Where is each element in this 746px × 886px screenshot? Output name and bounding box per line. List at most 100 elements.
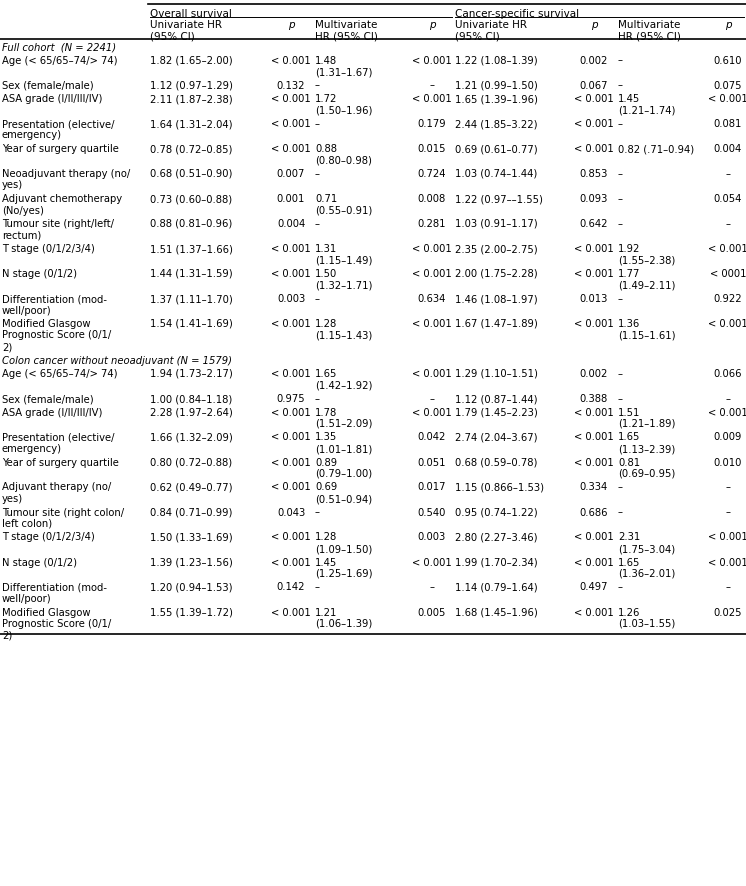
Text: Multivariate: Multivariate — [618, 20, 680, 30]
Text: 0.093: 0.093 — [580, 194, 608, 204]
Text: < 0.001: < 0.001 — [574, 319, 614, 329]
Text: well/poor): well/poor) — [2, 305, 51, 315]
Text: 1.46 (1.08–1.97): 1.46 (1.08–1.97) — [455, 293, 538, 304]
Text: 0.042: 0.042 — [418, 432, 446, 442]
Text: 0.540: 0.540 — [418, 507, 446, 517]
Text: < 0.001: < 0.001 — [574, 144, 614, 154]
Text: 0.007: 0.007 — [277, 169, 305, 179]
Text: 1.65 (1.39–1.96): 1.65 (1.39–1.96) — [455, 94, 538, 104]
Text: yes): yes) — [2, 180, 23, 190]
Text: (1.49–2.11): (1.49–2.11) — [618, 280, 675, 291]
Text: 1.22 (1.08–1.39): 1.22 (1.08–1.39) — [455, 56, 538, 66]
Text: 0.95 (0.74–1.22): 0.95 (0.74–1.22) — [455, 507, 538, 517]
Text: –: – — [315, 507, 320, 517]
Text: 1.37 (1.11–1.70): 1.37 (1.11–1.70) — [150, 293, 233, 304]
Text: < 0.001: < 0.001 — [412, 268, 452, 279]
Text: 1.45: 1.45 — [315, 557, 337, 567]
Text: –: – — [315, 582, 320, 592]
Text: 1.78: 1.78 — [315, 407, 337, 417]
Text: –: – — [315, 293, 320, 304]
Text: Prognostic Score (0/1/: Prognostic Score (0/1/ — [2, 618, 111, 628]
Text: Sex (female/male): Sex (female/male) — [2, 81, 94, 90]
Text: rectum): rectum) — [2, 230, 41, 240]
Text: –: – — [618, 369, 623, 378]
Text: –: – — [726, 169, 730, 179]
Text: 0.634: 0.634 — [418, 293, 446, 304]
Text: < 0.001: < 0.001 — [271, 432, 311, 442]
Text: –: – — [726, 507, 730, 517]
Text: < 0.001: < 0.001 — [574, 119, 614, 128]
Text: 0.013: 0.013 — [580, 293, 608, 304]
Text: < 0.001: < 0.001 — [708, 532, 746, 542]
Text: Full cohort  (N = 2241): Full cohort (N = 2241) — [2, 42, 116, 52]
Text: (1.25–1.69): (1.25–1.69) — [315, 568, 372, 579]
Text: 1.21: 1.21 — [315, 607, 337, 617]
Text: –: – — [618, 219, 623, 229]
Text: ASA grade (I/II/III/IV): ASA grade (I/II/III/IV) — [2, 94, 102, 104]
Text: 0.71: 0.71 — [315, 194, 337, 204]
Text: (1.21–1.89): (1.21–1.89) — [618, 418, 675, 429]
Text: 1.29 (1.10–1.51): 1.29 (1.10–1.51) — [455, 369, 538, 378]
Text: 0.003: 0.003 — [418, 532, 446, 542]
Text: 0.067: 0.067 — [580, 81, 608, 90]
Text: –: – — [618, 194, 623, 204]
Text: T stage (0/1/2/3/4): T stage (0/1/2/3/4) — [2, 532, 95, 542]
Text: 1.79 (1.45–2.23): 1.79 (1.45–2.23) — [455, 407, 538, 417]
Text: 1.12 (0.87–1.44): 1.12 (0.87–1.44) — [455, 393, 538, 403]
Text: 0.975: 0.975 — [277, 393, 305, 403]
Text: 0.081: 0.081 — [714, 119, 742, 128]
Text: < 0.001: < 0.001 — [708, 244, 746, 253]
Text: < 0.001: < 0.001 — [271, 56, 311, 66]
Text: (1.15–1.61): (1.15–1.61) — [618, 330, 675, 340]
Text: 0.017: 0.017 — [418, 482, 446, 492]
Text: 1.48: 1.48 — [315, 56, 337, 66]
Text: 0.686: 0.686 — [580, 507, 608, 517]
Text: (1.15–1.49): (1.15–1.49) — [315, 255, 372, 265]
Text: Adjuvant therapy (no/: Adjuvant therapy (no/ — [2, 482, 111, 492]
Text: 0.68 (0.51–0.90): 0.68 (0.51–0.90) — [150, 169, 232, 179]
Text: 0.922: 0.922 — [714, 293, 742, 304]
Text: 1.44 (1.31–1.59): 1.44 (1.31–1.59) — [150, 268, 233, 279]
Text: –: – — [726, 482, 730, 492]
Text: –: – — [430, 582, 434, 592]
Text: < 0.001: < 0.001 — [271, 268, 311, 279]
Text: 2.44 (1.85–3.22): 2.44 (1.85–3.22) — [455, 119, 538, 128]
Text: 0.004: 0.004 — [277, 219, 305, 229]
Text: –: – — [618, 169, 623, 179]
Text: (1.75–3.04): (1.75–3.04) — [618, 543, 675, 554]
Text: < 0.001: < 0.001 — [574, 407, 614, 417]
Text: 1.26: 1.26 — [618, 607, 640, 617]
Text: 1.39 (1.23–1.56): 1.39 (1.23–1.56) — [150, 557, 233, 567]
Text: 1.12 (0.97–1.29): 1.12 (0.97–1.29) — [150, 81, 233, 90]
Text: Overall survival: Overall survival — [150, 9, 232, 19]
Text: 2.31: 2.31 — [618, 532, 640, 542]
Text: 0.69: 0.69 — [315, 482, 337, 492]
Text: –: – — [315, 119, 320, 128]
Text: 1.00 (0.84–1.18): 1.00 (0.84–1.18) — [150, 393, 232, 403]
Text: < 0.001: < 0.001 — [271, 94, 311, 104]
Text: Year of surgery quartile: Year of surgery quartile — [2, 457, 119, 467]
Text: 1.65: 1.65 — [618, 557, 640, 567]
Text: 2.00 (1.75–2.28): 2.00 (1.75–2.28) — [455, 268, 538, 279]
Text: (0.51–0.94): (0.51–0.94) — [315, 494, 372, 503]
Text: (1.42–1.92): (1.42–1.92) — [315, 380, 372, 390]
Text: 0.051: 0.051 — [418, 457, 446, 467]
Text: < 0.001: < 0.001 — [271, 144, 311, 154]
Text: 0.88 (0.81–0.96): 0.88 (0.81–0.96) — [150, 219, 232, 229]
Text: 1.65: 1.65 — [618, 432, 640, 442]
Text: (1.36–2.01): (1.36–2.01) — [618, 568, 675, 579]
Text: 1.50: 1.50 — [315, 268, 337, 279]
Text: Adjuvant chemotherapy: Adjuvant chemotherapy — [2, 194, 122, 204]
Text: Modified Glasgow: Modified Glasgow — [2, 607, 90, 617]
Text: 2.11 (1.87–2.38): 2.11 (1.87–2.38) — [150, 94, 233, 104]
Text: (1.51–2.09): (1.51–2.09) — [315, 418, 372, 429]
Text: 0.84 (0.71–0.99): 0.84 (0.71–0.99) — [150, 507, 232, 517]
Text: 0.142: 0.142 — [277, 582, 305, 592]
Text: Neoadjuvant therapy (no/: Neoadjuvant therapy (no/ — [2, 169, 131, 179]
Text: 1.51 (1.37–1.66): 1.51 (1.37–1.66) — [150, 244, 233, 253]
Text: –: – — [618, 119, 623, 128]
Text: –: – — [315, 81, 320, 90]
Text: < 0.001: < 0.001 — [271, 119, 311, 128]
Text: –: – — [315, 169, 320, 179]
Text: 0.005: 0.005 — [418, 607, 446, 617]
